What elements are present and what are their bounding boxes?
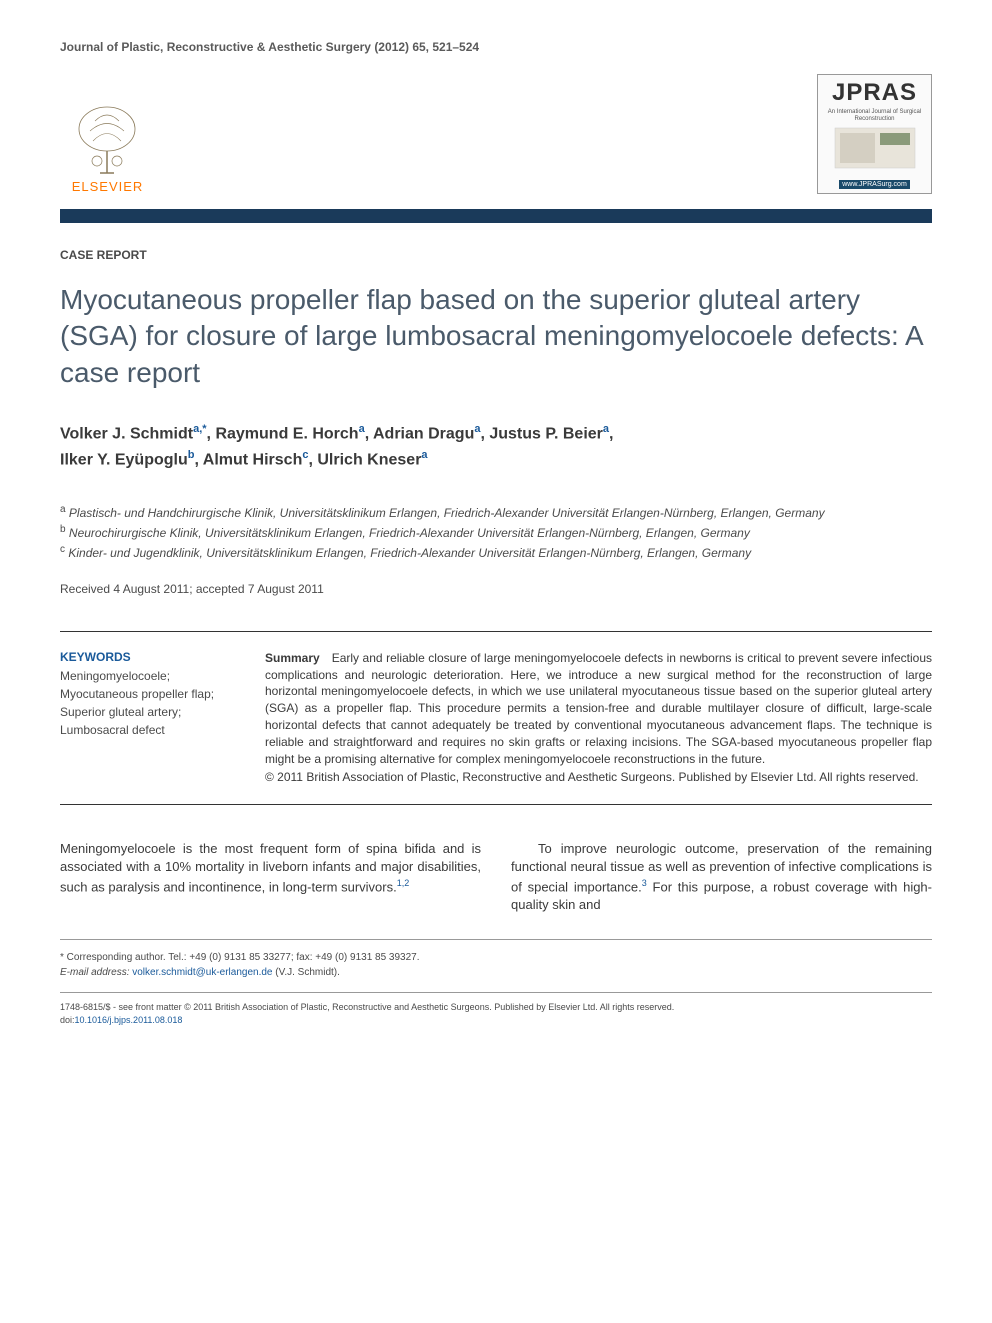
- keywords-list: Meningomyelocoele; Myocutaneous propelle…: [60, 667, 240, 739]
- header-divider-bar: [60, 209, 932, 223]
- author-name: , Raymund E. Horch: [207, 426, 359, 443]
- jpras-url: www.JPRASurg.com: [839, 180, 910, 189]
- author-affil-mark: a: [421, 449, 427, 461]
- author-affil-mark: a,*: [193, 423, 206, 435]
- jpras-logo[interactable]: JPRAS An International Journal of Surgic…: [817, 74, 932, 194]
- author-name: , Almut Hirsch: [194, 451, 302, 468]
- author-list: Volker J. Schmidta,*, Raymund E. Horch a,…: [60, 421, 932, 472]
- article-dates: Received 4 August 2011; accepted 7 Augus…: [60, 582, 932, 596]
- summary-copyright: © 2011 British Association of Plastic, R…: [265, 769, 932, 786]
- email-link[interactable]: volker.schmidt@uk-erlangen.de: [132, 967, 272, 978]
- logo-row: ELSEVIER JPRAS An International Journal …: [60, 74, 932, 194]
- author-name: Volker J. Schmidt: [60, 426, 193, 443]
- summary-label: Summary: [265, 651, 320, 665]
- footer: * Corresponding author. Tel.: +49 (0) 91…: [60, 939, 932, 1026]
- doi-label: doi:: [60, 1015, 75, 1025]
- issn-copyright: 1748-6815/$ - see front matter © 2011 Br…: [60, 1001, 932, 1014]
- elsevier-name: ELSEVIER: [72, 179, 144, 194]
- author-name: , Adrian Dragu: [365, 426, 475, 443]
- copyright-line: 1748-6815/$ - see front matter © 2011 Br…: [60, 992, 932, 1026]
- jpras-cover-icon: [825, 123, 925, 173]
- affiliation-text: Neurochirurgische Klinik, Universitätskl…: [69, 526, 750, 540]
- author-sep: ,: [609, 426, 613, 443]
- jpras-subtitle: An International Journal of Surgical Rec…: [822, 109, 927, 123]
- author-name: , Justus P. Beier: [480, 426, 602, 443]
- body-text: Meningomyelocoele is the most frequent f…: [60, 840, 932, 914]
- keywords-header: KEYWORDS: [60, 650, 240, 664]
- summary-text: Early and reliable closure of large meni…: [265, 651, 932, 766]
- jpras-acronym: JPRAS: [832, 79, 917, 107]
- affiliation-text: Kinder- und Jugendklinik, Universitätskl…: [68, 546, 751, 560]
- journal-citation: Journal of Plastic, Reconstructive & Aes…: [60, 40, 932, 54]
- email-suffix: (V.J. Schmidt).: [272, 967, 339, 978]
- abstract-section: KEYWORDS Meningomyelocoele; Myocutaneous…: [60, 631, 932, 805]
- affiliations: a Plastisch- und Handchirurgische Klinik…: [60, 502, 932, 562]
- elsevier-logo[interactable]: ELSEVIER: [60, 89, 155, 194]
- corresponding-author: * Corresponding author. Tel.: +49 (0) 91…: [60, 950, 932, 965]
- summary-box: SummaryEarly and reliable closure of lar…: [265, 650, 932, 786]
- author-name: Ilker Y. Eyüpoglu: [60, 451, 188, 468]
- citation-ref[interactable]: 1,2: [397, 878, 410, 888]
- article-type: CASE REPORT: [60, 248, 932, 262]
- email-line: E-mail address: volker.schmidt@uk-erlang…: [60, 965, 932, 980]
- article-title: Myocutaneous propeller flap based on the…: [60, 282, 932, 391]
- body-column-left: Meningomyelocoele is the most frequent f…: [60, 840, 481, 914]
- author-name: , Ulrich Kneser: [308, 451, 421, 468]
- body-column-right: To improve neurologic outcome, preservat…: [511, 840, 932, 914]
- body-paragraph: Meningomyelocoele is the most frequent f…: [60, 841, 481, 894]
- keywords-box: KEYWORDS Meningomyelocoele; Myocutaneous…: [60, 650, 240, 786]
- affiliation-text: Plastisch- und Handchirurgische Klinik, …: [69, 506, 825, 520]
- elsevier-tree-icon: [65, 101, 150, 176]
- email-label: E-mail address:: [60, 967, 132, 978]
- doi-link[interactable]: 10.1016/j.bjps.2011.08.018: [75, 1015, 183, 1025]
